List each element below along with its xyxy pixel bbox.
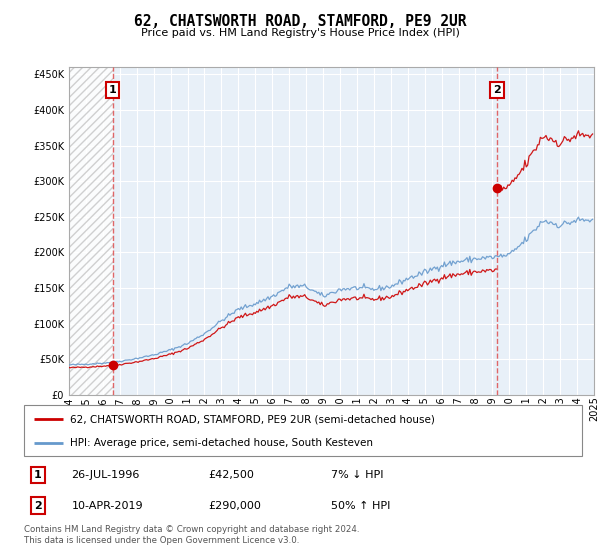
Text: HPI: Average price, semi-detached house, South Kesteven: HPI: Average price, semi-detached house,… xyxy=(70,438,373,448)
Text: 1: 1 xyxy=(109,85,116,95)
Bar xyxy=(69,67,113,395)
Text: £42,500: £42,500 xyxy=(208,470,254,480)
Text: 1: 1 xyxy=(34,470,42,480)
Text: 62, CHATSWORTH ROAD, STAMFORD, PE9 2UR: 62, CHATSWORTH ROAD, STAMFORD, PE9 2UR xyxy=(134,14,466,29)
Text: 2: 2 xyxy=(493,85,501,95)
Text: 62, CHATSWORTH ROAD, STAMFORD, PE9 2UR (semi-detached house): 62, CHATSWORTH ROAD, STAMFORD, PE9 2UR (… xyxy=(70,414,434,424)
Text: 50% ↑ HPI: 50% ↑ HPI xyxy=(331,501,390,511)
FancyBboxPatch shape xyxy=(24,405,582,456)
Text: Price paid vs. HM Land Registry's House Price Index (HPI): Price paid vs. HM Land Registry's House … xyxy=(140,28,460,38)
Text: Contains HM Land Registry data © Crown copyright and database right 2024.
This d: Contains HM Land Registry data © Crown c… xyxy=(24,525,359,545)
Text: 2: 2 xyxy=(34,501,42,511)
Text: 26-JUL-1996: 26-JUL-1996 xyxy=(71,470,140,480)
Text: £290,000: £290,000 xyxy=(208,501,261,511)
Text: 7% ↓ HPI: 7% ↓ HPI xyxy=(331,470,383,480)
Text: 10-APR-2019: 10-APR-2019 xyxy=(71,501,143,511)
